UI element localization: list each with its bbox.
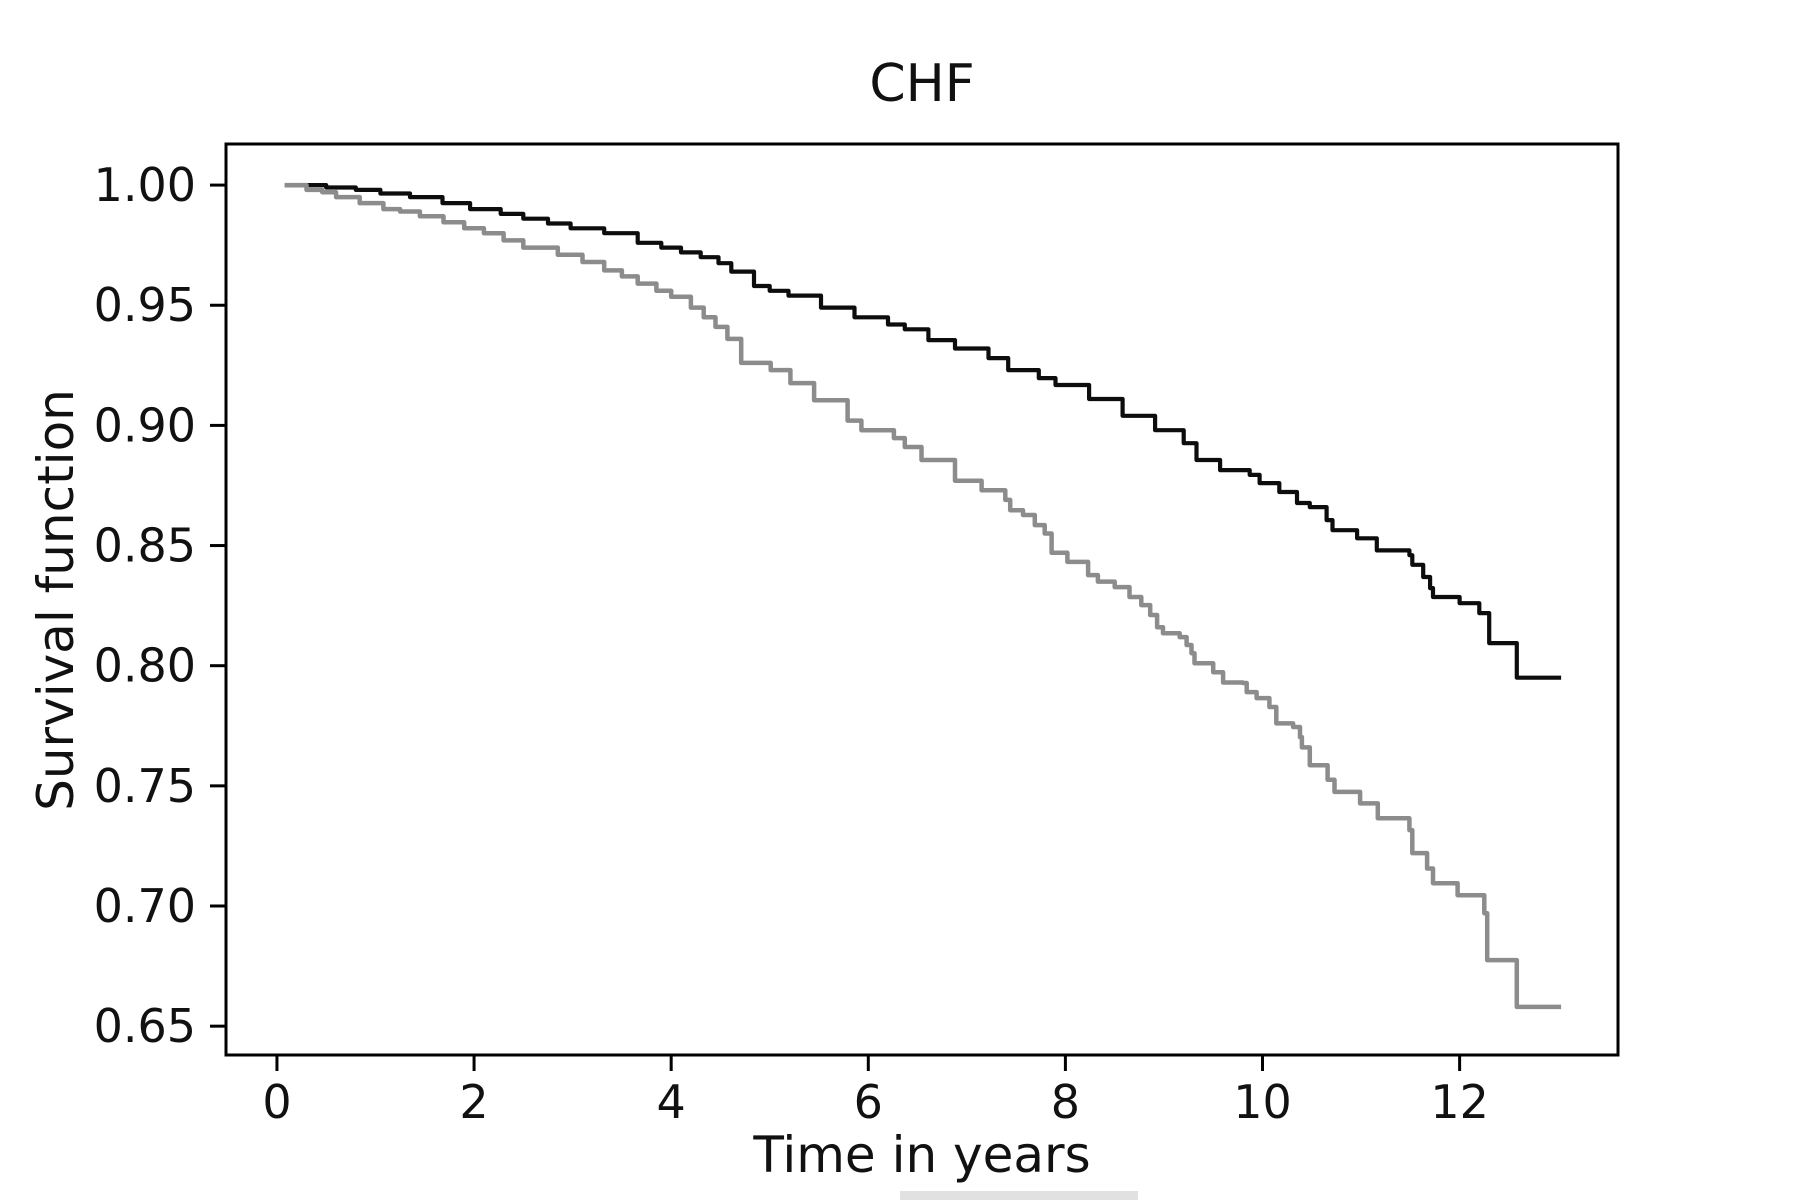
x-tick-label: 4 [657,1075,686,1129]
screenshot-artifact-bar [900,1191,1138,1200]
x-tick-label: 10 [1233,1075,1292,1129]
chart-title: CHF [869,54,975,114]
x-axis-label: Time in years [753,1126,1091,1184]
survival-curve-upper-black [284,183,1562,680]
y-tick-label: 0.90 [94,398,196,452]
x-tick-label: 6 [854,1075,883,1129]
x-tick-label: 2 [459,1075,488,1129]
survival-curve-lower-gray [284,182,1562,1010]
y-tick-label: 0.70 [94,879,196,933]
x-tick-label: 12 [1430,1075,1489,1129]
x-tick-label: 8 [1051,1075,1080,1129]
y-tick-label: 0.85 [94,519,196,573]
y-tick-label: 1.00 [94,158,196,212]
plot-frame [224,142,1620,1057]
y-tick-label: 0.80 [94,639,196,693]
y-tick-label: 0.65 [94,999,196,1053]
y-tick-label: 0.75 [94,759,196,813]
y-tick-label: 0.95 [94,278,196,332]
x-tick-label: 0 [262,1075,291,1129]
